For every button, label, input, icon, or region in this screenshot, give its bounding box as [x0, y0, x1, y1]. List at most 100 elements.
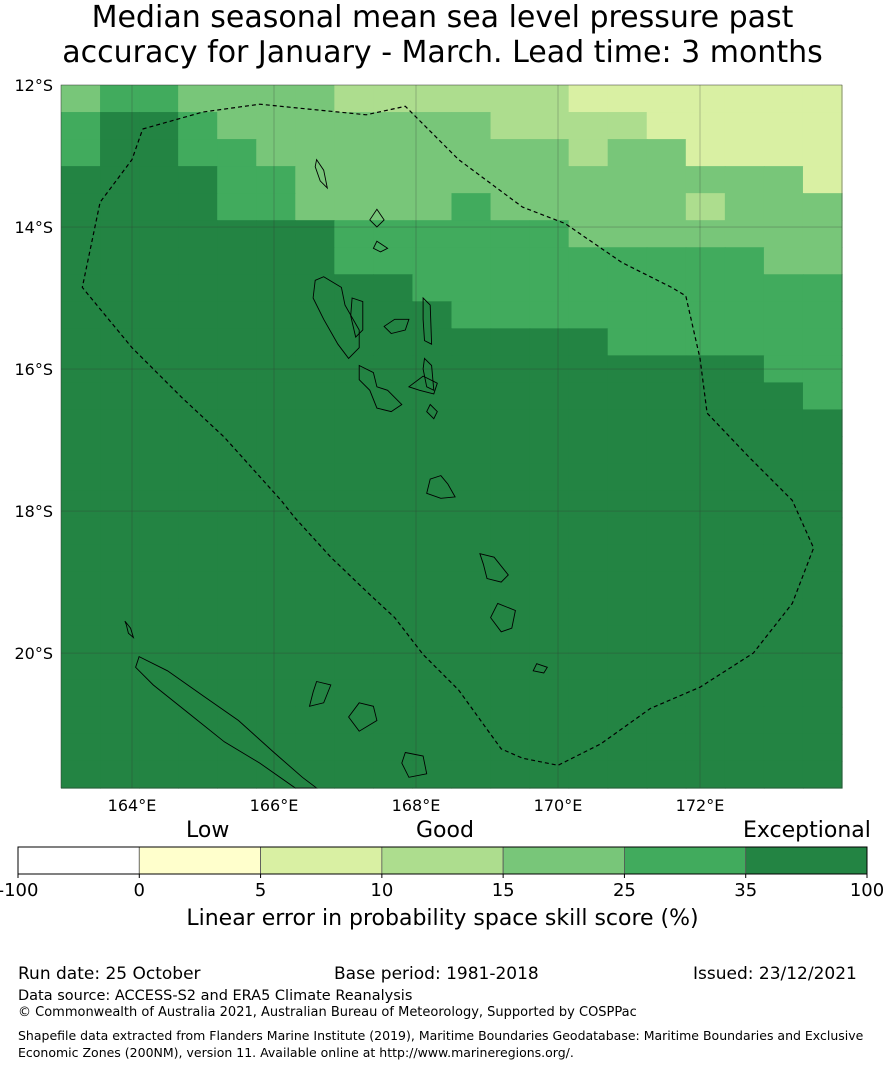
skill-cell — [412, 85, 453, 113]
skill-cell — [685, 544, 726, 573]
skill-cell — [490, 463, 531, 492]
skill-cell — [412, 679, 453, 708]
skill-cell — [568, 220, 609, 248]
skill-cell — [295, 679, 335, 708]
island-coastline — [422, 296, 433, 345]
lat-tick-label: 18°S — [14, 502, 53, 521]
skill-cell — [217, 679, 257, 708]
skill-cell — [802, 706, 843, 735]
skill-cell — [334, 139, 374, 167]
skill-cell — [61, 571, 101, 600]
skill-cell — [100, 463, 140, 492]
skill-cell — [529, 544, 570, 573]
skill-cell — [412, 652, 453, 681]
skill-cell — [334, 463, 374, 492]
skill-cell — [139, 625, 179, 654]
skill-cell — [724, 247, 765, 275]
skill-cell — [295, 139, 335, 167]
skill-cell — [256, 274, 296, 302]
skill-cell — [568, 382, 609, 411]
skill-cell — [607, 112, 648, 140]
issued-date: Issued: 23/12/2021 — [693, 964, 857, 984]
skill-cell — [256, 85, 296, 113]
skill-cell — [763, 517, 804, 546]
skill-cell — [529, 85, 570, 113]
skill-cell — [178, 382, 218, 411]
skill-cell — [100, 274, 140, 302]
skill-cell — [256, 571, 296, 600]
skill-cell — [178, 544, 218, 573]
skill-cell — [646, 301, 687, 329]
skill-cell — [568, 544, 609, 573]
shapefile-credit: Shapefile data extracted from Flanders M… — [18, 1027, 863, 1061]
colorbar-frame — [17, 846, 868, 875]
skill-cell — [685, 463, 726, 492]
skill-cell — [61, 382, 101, 411]
skill-cell — [373, 544, 414, 573]
skill-cell — [217, 112, 257, 140]
skill-cell — [178, 733, 218, 762]
skill-cell — [100, 301, 140, 329]
skill-cell — [295, 166, 335, 194]
skill-cell — [607, 166, 648, 194]
skill-cell — [451, 409, 492, 438]
skill-cell — [256, 436, 296, 465]
skill-cell — [139, 436, 179, 465]
skill-cell — [724, 625, 765, 654]
skill-cell — [568, 436, 609, 465]
skill-cell — [685, 301, 726, 329]
skill-cell — [334, 85, 374, 113]
skill-cell — [685, 706, 726, 735]
skill-cell — [490, 193, 531, 221]
skill-cell — [100, 706, 140, 735]
skill-cell — [295, 490, 335, 519]
skill-cell — [607, 598, 648, 627]
skill-cell — [763, 463, 804, 492]
skill-cell — [685, 490, 726, 519]
shapefile-line-2: Economic Zones (200NM), version 11. Avai… — [18, 1045, 574, 1060]
skill-cell — [529, 733, 570, 762]
island-coastline — [422, 357, 435, 392]
skill-cell — [178, 274, 218, 302]
skill-cell — [724, 571, 765, 600]
skill-cell — [490, 571, 531, 600]
skill-cell — [334, 220, 374, 248]
skill-cell — [763, 220, 804, 248]
skill-cell — [451, 247, 492, 275]
skill-cell — [763, 247, 804, 275]
skill-cell — [685, 571, 726, 600]
skill-cell — [100, 544, 140, 573]
skill-cell — [373, 706, 414, 735]
skill-cell — [724, 193, 765, 221]
skill-cell — [334, 733, 374, 762]
copyright: © Commonwealth of Australia 2021, Austra… — [18, 1005, 637, 1020]
skill-cell — [139, 598, 179, 627]
skill-cell — [763, 598, 804, 627]
skill-cell — [685, 436, 726, 465]
skill-cell — [139, 409, 179, 438]
skill-cell — [217, 274, 257, 302]
skill-cell — [256, 733, 296, 762]
skill-cell — [490, 274, 531, 302]
skill-cell — [61, 436, 101, 465]
skill-cell — [568, 139, 609, 167]
skill-cell — [178, 193, 218, 221]
skill-cell — [802, 679, 843, 708]
skill-cell — [295, 193, 335, 221]
lon-tick-label: 172°E — [676, 796, 725, 815]
skill-cell — [295, 274, 335, 302]
skill-cell — [139, 544, 179, 573]
skill-cell — [334, 517, 374, 546]
eez-boundary — [81, 103, 815, 766]
skill-cell — [256, 517, 296, 546]
skill-cell — [256, 301, 296, 329]
skill-cell — [256, 247, 296, 275]
skill-cell — [451, 652, 492, 681]
colorbar-tick-label: 15 — [492, 880, 515, 901]
skill-cell — [490, 112, 531, 140]
skill-cell — [490, 166, 531, 194]
skill-cell — [568, 490, 609, 519]
skill-cell — [763, 382, 804, 411]
skill-cell — [178, 328, 218, 356]
skill-cell — [802, 544, 843, 573]
